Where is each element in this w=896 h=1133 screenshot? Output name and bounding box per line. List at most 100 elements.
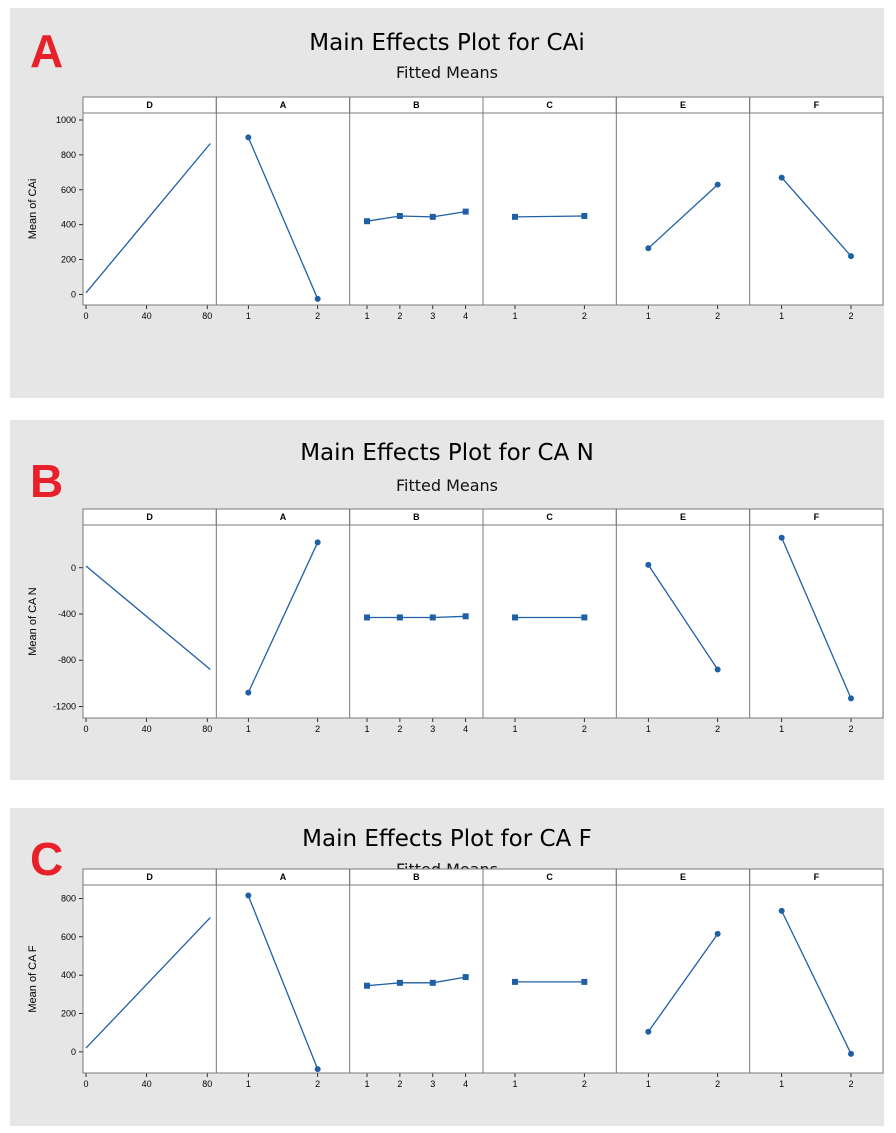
mean-line — [647, 184, 719, 249]
y-tick-label: 800 — [61, 893, 76, 903]
x-tick-label: 1 — [512, 724, 517, 734]
facet-header-label: D — [146, 512, 153, 522]
x-tick-label: 3 — [430, 1079, 435, 1089]
facet-header-label: C — [546, 872, 553, 882]
x-tick-label: 1 — [646, 311, 651, 321]
facet-header-label: F — [814, 872, 820, 882]
x-tick-label: 2 — [848, 724, 853, 734]
x-tick-label: 1 — [646, 1079, 651, 1089]
data-point — [714, 930, 721, 937]
fit-line — [85, 565, 211, 670]
y-axis-title: Mean of CA N — [27, 587, 39, 656]
facet-header-label: A — [280, 872, 287, 882]
data-point — [314, 295, 321, 302]
x-tick-label: 2 — [397, 1079, 402, 1089]
data-point — [645, 245, 652, 252]
data-point — [429, 979, 436, 986]
data-point — [848, 1050, 854, 1057]
mean-line — [781, 910, 852, 1055]
facet-a: A 1 2 — [215, 96, 351, 321]
data-point — [512, 614, 518, 621]
data-point — [581, 614, 588, 621]
y-tick-label: 400 — [61, 970, 76, 980]
data-point — [778, 174, 785, 181]
data-point — [245, 892, 252, 899]
facet-header-label: B — [413, 872, 420, 882]
x-tick-label: 3 — [430, 311, 435, 321]
x-tick-label: 1 — [646, 724, 651, 734]
y-tick-label: 1000 — [56, 115, 76, 125]
facet-header-label: D — [146, 100, 153, 110]
main-effects-figure-a: A Main Effects Plot for CAi Fitted Means… — [10, 8, 884, 398]
y-tick-label: 200 — [61, 1009, 76, 1019]
figure-letter: B — [30, 455, 64, 507]
data-point — [364, 982, 370, 989]
facet-c: C 1 2 — [482, 868, 617, 1089]
x-tick-label: 3 — [430, 724, 435, 734]
y-tick-label: 600 — [61, 185, 76, 195]
mean-line — [366, 210, 466, 222]
y-tick-label: -800 — [58, 655, 76, 665]
plot-frame — [82, 96, 884, 306]
y-tick-label: 0 — [71, 563, 76, 573]
x-tick-label: 2 — [848, 1079, 853, 1089]
x-tick-label: 1 — [246, 724, 251, 734]
x-tick-label: 2 — [582, 724, 587, 734]
x-tick-label: 0 — [84, 311, 89, 321]
facet-header-label: E — [680, 512, 686, 522]
x-tick-label: 1 — [246, 1079, 251, 1089]
figure-title: Main Effects Plot for CA F — [302, 826, 592, 852]
data-point — [314, 539, 321, 546]
facet-f: F 1 2 — [749, 96, 884, 321]
facet-header-label: F — [814, 100, 820, 110]
x-tick-label: 2 — [582, 311, 587, 321]
data-point — [396, 979, 403, 986]
data-point — [512, 978, 518, 985]
facet-header-label: E — [680, 100, 686, 110]
main-effects-figure-c: C Main Effects Plot for CA F Fitted Mean… — [10, 808, 884, 1126]
x-tick-label: 2 — [397, 724, 402, 734]
data-point — [848, 253, 854, 260]
mean-line — [247, 542, 319, 693]
main-effects-plot: 0 200 400 600 800 1000 Mean of CAi D 0 40 80 A 1 2 B 1 2… — [27, 96, 884, 321]
data-point — [848, 695, 854, 702]
x-tick-label: 80 — [202, 311, 212, 321]
y-tick-label: 400 — [61, 220, 76, 230]
figure-title: Main Effects Plot for CAi — [309, 30, 585, 56]
facet-header-label: A — [280, 100, 287, 110]
x-tick-label: 4 — [463, 311, 468, 321]
x-tick-label: 2 — [715, 724, 720, 734]
facet-e: E 1 2 — [615, 868, 751, 1089]
y-tick-label: 0 — [71, 1047, 76, 1057]
data-point — [245, 689, 252, 696]
figure-title: Main Effects Plot for CA N — [300, 440, 594, 466]
x-tick-label: 2 — [848, 311, 853, 321]
x-tick-label: 2 — [397, 311, 402, 321]
x-tick-label: 1 — [512, 311, 517, 321]
fit-line — [85, 143, 211, 294]
x-tick-label: 2 — [315, 311, 320, 321]
x-tick-label: 1 — [779, 1079, 784, 1089]
main-effects-figure-b: B Main Effects Plot for CA N Fitted Mean… — [10, 420, 884, 780]
data-point — [462, 613, 469, 620]
data-point — [396, 614, 403, 621]
data-point — [581, 212, 588, 219]
data-point — [778, 534, 785, 541]
plot-frame — [82, 508, 884, 719]
facet-e: E 1 2 — [615, 96, 751, 321]
facet-header-label: C — [546, 100, 553, 110]
x-tick-label: 80 — [202, 1079, 212, 1089]
x-tick-label: 2 — [315, 724, 320, 734]
x-tick-label: 1 — [364, 724, 369, 734]
x-tick-label: 1 — [779, 724, 784, 734]
x-tick-label: 2 — [715, 311, 720, 321]
data-point — [364, 614, 370, 621]
mean-line — [647, 933, 719, 1033]
data-point — [645, 561, 652, 568]
facet-header-label: F — [814, 512, 820, 522]
y-tick-label: -1200 — [53, 701, 76, 711]
mean-line — [781, 177, 852, 257]
data-point — [245, 134, 252, 141]
mean-line — [366, 976, 466, 987]
figure-letter: C — [30, 833, 64, 885]
